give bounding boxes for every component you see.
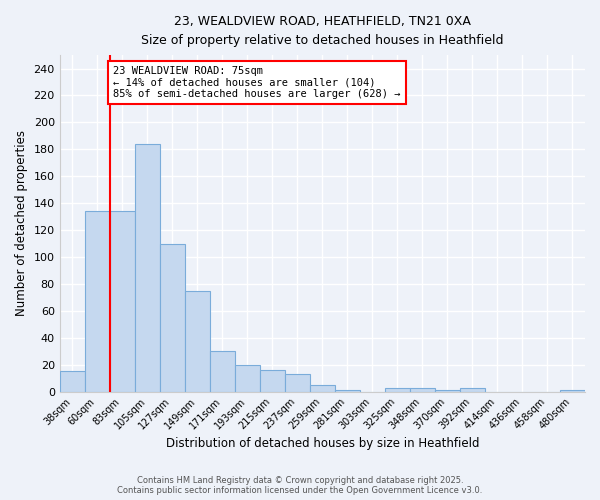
Bar xyxy=(160,244,185,392)
Bar xyxy=(310,385,335,392)
Bar xyxy=(185,290,210,392)
Bar xyxy=(285,374,310,392)
Bar xyxy=(335,390,360,392)
X-axis label: Distribution of detached houses by size in Heathfield: Distribution of detached houses by size … xyxy=(166,437,479,450)
Bar xyxy=(560,390,585,392)
Text: 23 WEALDVIEW ROAD: 75sqm
← 14% of detached houses are smaller (104)
85% of semi-: 23 WEALDVIEW ROAD: 75sqm ← 14% of detach… xyxy=(113,66,401,99)
Bar xyxy=(235,364,260,392)
Text: Contains HM Land Registry data © Crown copyright and database right 2025.
Contai: Contains HM Land Registry data © Crown c… xyxy=(118,476,482,495)
Bar xyxy=(59,372,85,392)
Y-axis label: Number of detached properties: Number of detached properties xyxy=(15,130,28,316)
Bar xyxy=(210,352,235,392)
Title: 23, WEALDVIEW ROAD, HEATHFIELD, TN21 0XA
Size of property relative to detached h: 23, WEALDVIEW ROAD, HEATHFIELD, TN21 0XA… xyxy=(141,15,503,47)
Bar xyxy=(460,388,485,392)
Bar xyxy=(135,144,160,392)
Bar xyxy=(85,212,110,392)
Bar xyxy=(385,388,410,392)
Bar xyxy=(260,370,285,392)
Bar xyxy=(110,212,135,392)
Bar xyxy=(410,388,435,392)
Bar xyxy=(435,390,460,392)
